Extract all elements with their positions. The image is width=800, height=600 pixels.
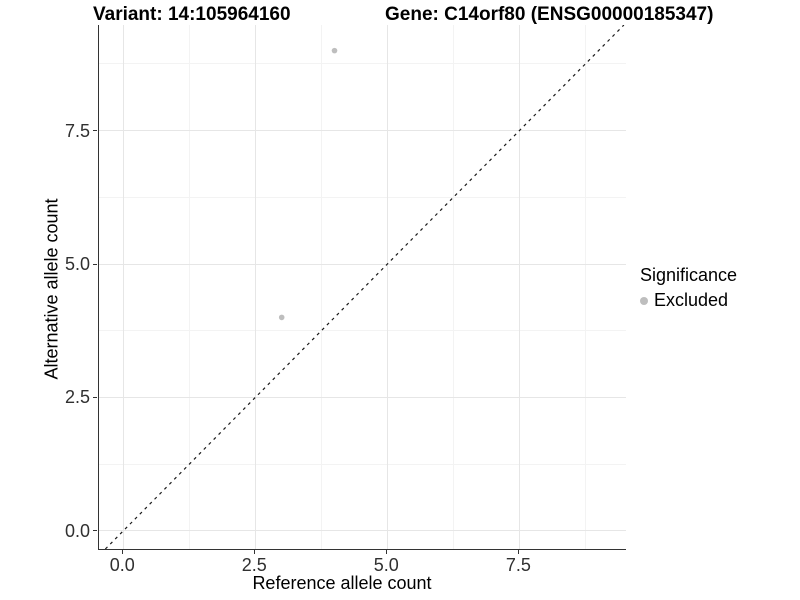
y-minor-gridline [99,63,626,65]
x-axis-title: Reference allele count [252,573,432,593]
y-tick-mark [93,396,97,398]
x-tick-label: 5.0 [373,555,399,575]
data-point [331,47,338,54]
y-tick-label: 2.5 [64,387,90,408]
y-major-gridline [99,396,626,398]
legend-key-dot [640,296,648,305]
x-minor-gridline [188,25,190,549]
y-major-gridline [99,130,626,132]
x-major-gridline [254,25,256,549]
x-major-gridline [386,25,388,549]
y-tick-mark [93,530,97,532]
y-minor-gridline [99,196,626,198]
y-major-gridline [99,530,626,532]
y-tick-mark [93,130,97,132]
x-minor-gridline [452,25,454,549]
x-major-gridline [518,25,520,549]
legend-item-label: Excluded [654,290,729,310]
x-tick-mark [385,550,387,554]
x-minor-gridline [320,25,322,549]
legend-items: Excluded [640,290,737,311]
x-tick-mark [517,550,519,554]
x-tick-label: 0.0 [109,555,135,575]
y-major-gridline [99,263,626,265]
plot-marks [104,25,625,549]
plot-title-gene: Gene: C14orf80 (ENSG00000185347) [385,4,714,25]
y-axis-title: Alternative allele count [41,198,62,380]
x-tick-mark [121,550,123,554]
x-tick-label: 7.5 [505,555,531,575]
plot-panel [98,25,626,550]
legend-title: Significance [640,265,738,285]
x-minor-gridline [584,25,586,549]
identity-reference-line [104,25,625,549]
legend-item: Excluded [640,290,737,311]
y-tick-label: 7.5 [64,120,90,141]
x-tick-label: 2.5 [241,555,267,575]
plot-title: Variant: 14:105964160 Gene: C14orf80 (EN… [0,4,800,26]
x-tick-mark [253,550,255,554]
y-tick-label: 5.0 [64,254,90,275]
y-tick-mark [93,263,97,265]
y-minor-gridline [99,330,626,332]
x-major-gridline [122,25,124,549]
legend: Significance Excluded [640,265,737,311]
data-point [278,314,285,321]
plot-title-variant: Variant: 14:105964160 [93,4,291,25]
y-minor-gridline [99,463,626,465]
y-tick-label: 0.0 [64,520,90,541]
